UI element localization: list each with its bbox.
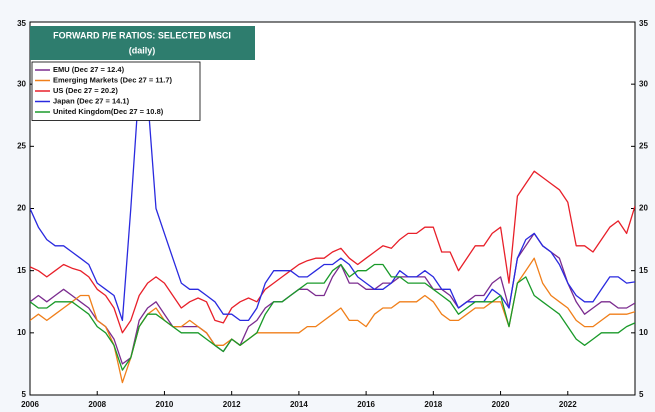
y-tick-label: 35 xyxy=(17,19,26,28)
y-tick-label: 30 xyxy=(17,79,26,88)
x-tick-label: 2014 xyxy=(290,400,308,409)
series-line xyxy=(30,83,635,322)
y-tick-label: 30 xyxy=(639,79,648,88)
legend-box xyxy=(31,61,201,121)
y-tick-label: 10 xyxy=(17,328,26,337)
legend-label: United Kingdom(Dec 27 = 10.8) xyxy=(53,107,164,116)
y-tick-label: 25 xyxy=(639,141,648,150)
x-tick-label: 2018 xyxy=(424,400,442,409)
x-tick-label: 2020 xyxy=(492,400,510,409)
x-tick-label: 2012 xyxy=(223,400,241,409)
x-tick-label: 2022 xyxy=(559,400,577,409)
y-tick-label: 15 xyxy=(17,266,26,275)
legend-label: Emerging Markets (Dec 27 = 11.7) xyxy=(53,75,173,84)
y-tick-label: 25 xyxy=(17,141,26,150)
y-tick-label: 10 xyxy=(639,328,648,337)
legend-label: Japan (Dec 27 = 14.1) xyxy=(53,96,130,105)
y-tick-label: 15 xyxy=(639,266,648,275)
x-tick-label: 2006 xyxy=(21,400,39,409)
y-tick-label: 35 xyxy=(639,19,648,28)
series-group xyxy=(30,83,635,384)
chart-title: FORWARD P/E RATIOS: SELECTED MSCI xyxy=(53,30,231,40)
legend-label: US (Dec 27 = 20.2) xyxy=(53,86,118,95)
x-tick-label: 2008 xyxy=(88,400,106,409)
series-line xyxy=(30,263,635,371)
y-tick-label: 20 xyxy=(639,204,648,213)
chart-subtitle: (daily) xyxy=(129,45,156,55)
y-tick-label: 5 xyxy=(22,390,27,399)
y-tick-label: 5 xyxy=(639,390,644,399)
x-tick-label: 2016 xyxy=(357,400,375,409)
legend-label: EMU (Dec 27 = 12.4) xyxy=(53,65,125,74)
title-box xyxy=(30,26,255,60)
x-tick-label: 2010 xyxy=(156,400,174,409)
y-tick-label: 20 xyxy=(17,204,26,213)
series-line xyxy=(30,170,635,334)
